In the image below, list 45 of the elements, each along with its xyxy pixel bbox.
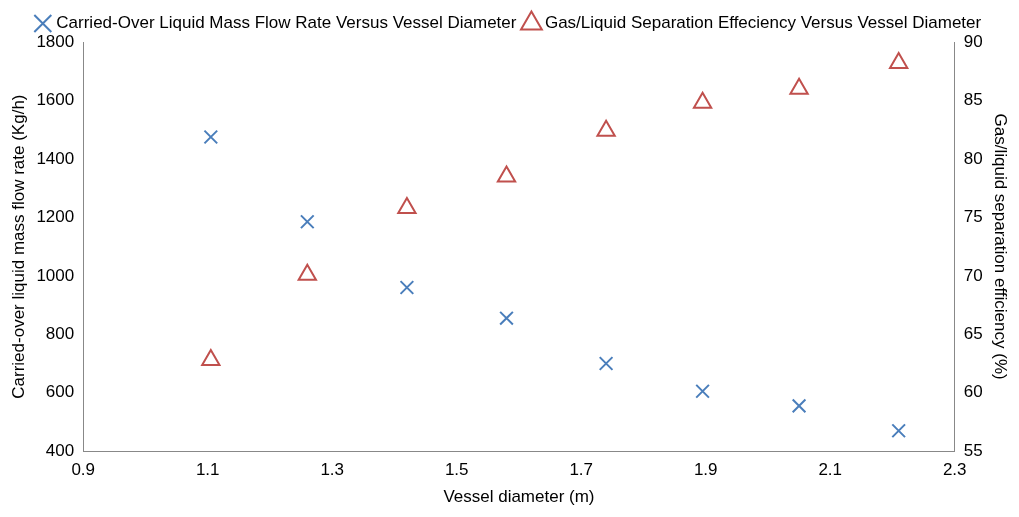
point	[299, 214, 315, 230]
y2-tick-label: 55	[963, 440, 983, 460]
point	[596, 119, 616, 137]
point	[397, 197, 417, 215]
point	[297, 263, 317, 281]
x-tick-label: 1.5	[444, 460, 469, 480]
y2-axis-title: Gas/liquid separation efficiency (%)	[991, 113, 1011, 380]
point	[789, 77, 809, 95]
point	[791, 398, 807, 414]
y2-tick-label: 60	[963, 382, 983, 402]
y2-tick-label: 80	[963, 148, 983, 168]
x-tick-label: 1.3	[320, 460, 345, 480]
y-tick-label: 400	[45, 440, 75, 460]
y-axis-title: Carried-over liquid mass flow rate (Kg/h)	[8, 94, 28, 399]
y2-tick-label: 65	[963, 323, 983, 343]
point	[692, 91, 713, 109]
point	[399, 280, 415, 295]
y-tick-label: 800	[45, 323, 75, 343]
y2-tick-label: 90	[963, 31, 983, 51]
y-tick-label: 600	[45, 382, 75, 402]
x-tick-label: 2.3	[942, 460, 967, 480]
point	[891, 423, 907, 439]
y2-tick-label: 75	[963, 207, 983, 227]
x-axis-title: Vessel diameter (m)	[443, 487, 595, 507]
point	[496, 165, 517, 183]
x-tick-label: 0.9	[71, 460, 96, 480]
y-tick-label: 1600	[36, 90, 75, 110]
y2-tick-label: 85	[963, 90, 983, 110]
y-tick-label: 1000	[36, 265, 75, 285]
x-tick-label: 1.9	[693, 460, 718, 480]
legend-label: Gas/Liquid Separation Effeciency Versus Vessel Diameter	[544, 13, 982, 33]
point	[203, 129, 219, 145]
x-tick-label: 2.1	[818, 460, 843, 480]
y2-tick-label: 70	[963, 265, 983, 285]
y-tick-label: 1200	[36, 207, 75, 227]
point	[889, 52, 909, 70]
y-tick-label: 1800	[36, 31, 75, 51]
x-tick-label: 1.1	[195, 460, 220, 480]
x-tick-label: 1.7	[569, 460, 594, 480]
y-tick-label: 1400	[36, 148, 75, 168]
point	[695, 383, 710, 399]
point	[499, 310, 514, 326]
point	[598, 356, 614, 371]
legend-label: Carried-Over Liquid Mass Flow Rate Versus Vessel Diameter	[56, 13, 517, 33]
point	[201, 349, 221, 367]
